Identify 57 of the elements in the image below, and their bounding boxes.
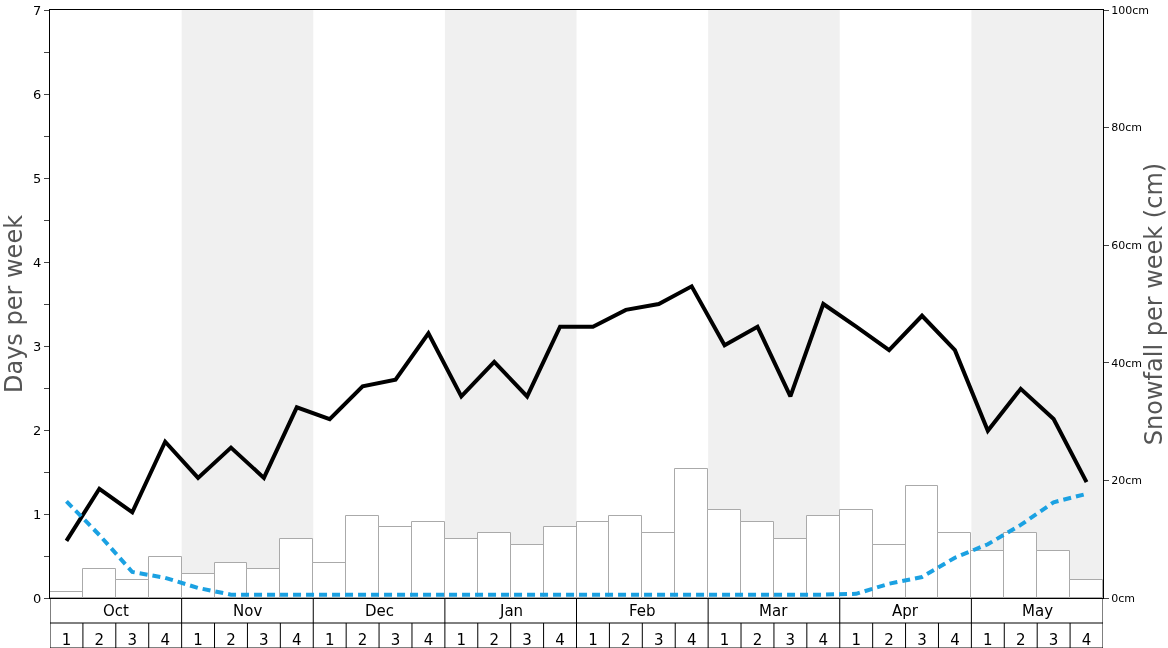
x-tick-label: 3 bbox=[259, 631, 269, 648]
x-tick-label: 4 bbox=[818, 631, 829, 648]
y2-tick-label: 100cm bbox=[1111, 3, 1149, 17]
y2-axis-title: Snowfall per week (cm) bbox=[1140, 162, 1168, 446]
y-tick-label: 3 bbox=[33, 338, 42, 354]
y-tick-label: 5 bbox=[33, 170, 42, 186]
x-tick-label: 1 bbox=[851, 631, 861, 648]
y2-tick-label: 60cm bbox=[1111, 239, 1142, 253]
x-tick-label: 2 bbox=[621, 631, 631, 648]
x-tick-label: 3 bbox=[127, 631, 138, 648]
x-tick-label: 3 bbox=[785, 631, 796, 648]
x-tick-label: 4 bbox=[292, 631, 302, 648]
y2-tick-label: 0cm bbox=[1111, 591, 1135, 605]
text: May bbox=[1022, 602, 1054, 620]
x-tick-label: 1 bbox=[456, 631, 467, 648]
x-tick-label: 1 bbox=[324, 631, 335, 648]
text: Nov bbox=[233, 602, 263, 620]
x-tick-label: 2 bbox=[752, 631, 763, 648]
text: Jan bbox=[499, 602, 524, 620]
y2-tick-label: 40cm bbox=[1111, 356, 1142, 370]
text: Dec bbox=[365, 602, 395, 620]
y-axis-title: Days per week bbox=[0, 214, 28, 394]
x-tick-label: 3 bbox=[522, 631, 532, 648]
x-tick-label: 2 bbox=[226, 631, 236, 648]
x-tick-label: 3 bbox=[1048, 631, 1059, 648]
text: Apr bbox=[892, 602, 919, 620]
text: Mar bbox=[759, 602, 789, 620]
y-tick-label: 4 bbox=[33, 254, 42, 270]
y-tick-label: 1 bbox=[33, 506, 42, 522]
text: Oct bbox=[103, 602, 130, 620]
x-tick-label: 4 bbox=[686, 631, 697, 648]
y-tick-label: 0 bbox=[33, 590, 42, 606]
x-tick-label: 1 bbox=[193, 631, 203, 648]
x-tick-label: 4 bbox=[555, 631, 565, 648]
text: Feb bbox=[629, 602, 656, 620]
x-tick-label: 4 bbox=[160, 631, 170, 648]
y-tick-label: 6 bbox=[33, 86, 42, 102]
x-tick-label: 1 bbox=[588, 631, 598, 648]
line-series bbox=[64, 284, 1089, 543]
x-tick-label: 2 bbox=[884, 631, 894, 648]
x-tick-label: 4 bbox=[950, 631, 960, 648]
y2-tick-label: 20cm bbox=[1111, 474, 1142, 488]
x-tick-label: 3 bbox=[390, 631, 401, 648]
x-tick-label: 1 bbox=[61, 631, 72, 648]
x-tick-label: 1 bbox=[983, 631, 993, 648]
x-tick-label: 4 bbox=[423, 631, 434, 648]
x-tick-label: 3 bbox=[917, 631, 927, 648]
x-tick-label: 2 bbox=[357, 631, 368, 648]
x-tick-label: 3 bbox=[654, 631, 664, 648]
y-tick-label: 7 bbox=[33, 2, 42, 18]
x-tick-label: 2 bbox=[94, 631, 105, 648]
x-tick-label: 2 bbox=[489, 631, 499, 648]
x-tick-label: 4 bbox=[1081, 631, 1092, 648]
x-tick-label: 1 bbox=[719, 631, 730, 648]
y2-tick-label: 80cm bbox=[1111, 121, 1142, 135]
y-tick-label: 2 bbox=[33, 422, 42, 438]
x-tick-label: 2 bbox=[1015, 631, 1026, 648]
